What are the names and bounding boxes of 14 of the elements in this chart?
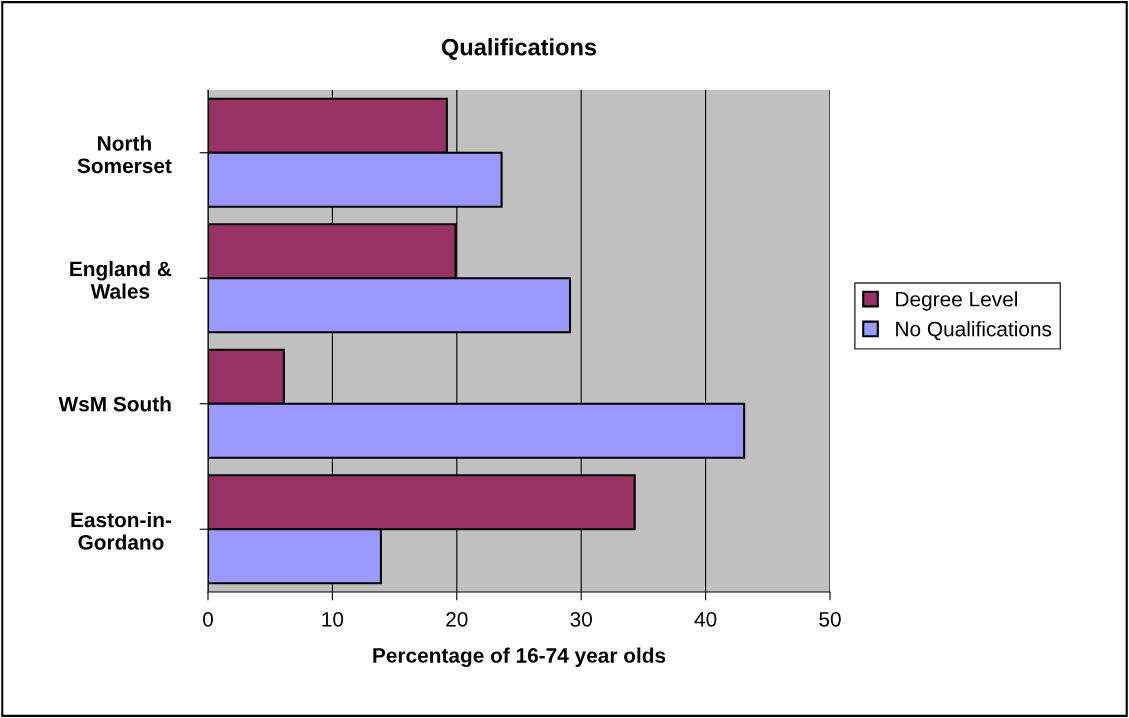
- y-tick-label: WsM South: [58, 396, 171, 412]
- x-tick-label: 40: [694, 611, 717, 627]
- x-tick-label: 50: [819, 611, 841, 627]
- x-tick-label: 10: [322, 611, 344, 627]
- x-tick-label: 30: [570, 611, 592, 627]
- y-tick-label: Easton-in- Gordano: [71, 511, 172, 550]
- x-tick-label: 0: [203, 611, 213, 627]
- y-tick-label: North Somerset: [77, 135, 172, 174]
- legend-label: No Qualifications: [896, 321, 1052, 341]
- chart-title: Qualifications: [441, 38, 597, 60]
- legend-label: Degree Level: [896, 291, 1017, 311]
- y-tick-label: England & Wales: [70, 260, 172, 299]
- x-tick-label: 20: [446, 611, 468, 627]
- x-axis-title: Percentage of 16-74 year olds: [373, 647, 666, 668]
